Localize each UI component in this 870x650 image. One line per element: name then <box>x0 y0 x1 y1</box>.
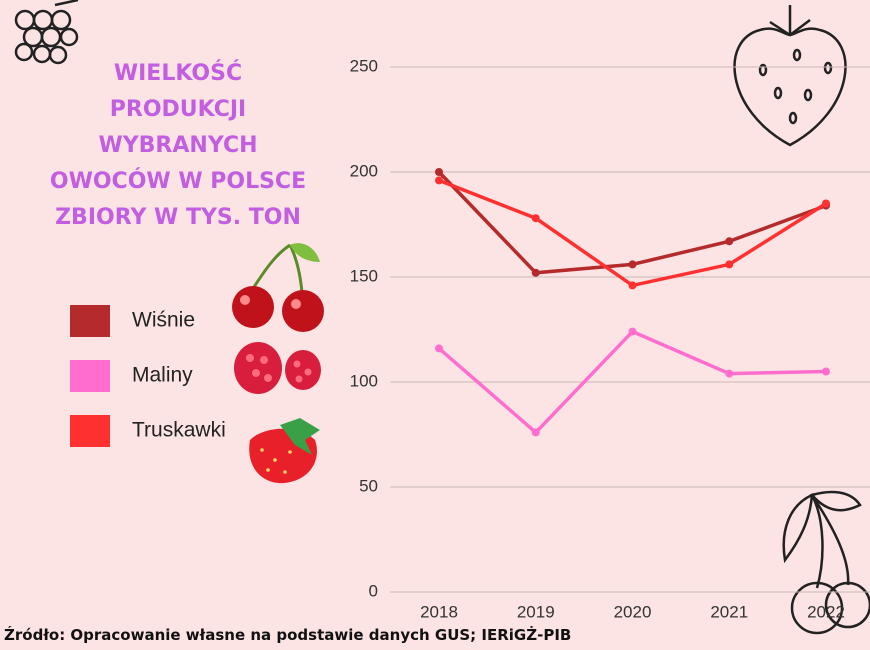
source-note: Źródło: Opracowanie własne na podstawie … <box>4 625 571 644</box>
x-tick-label: 2018 <box>420 602 458 621</box>
x-tick-label: 2021 <box>710 602 748 621</box>
data-point <box>628 327 637 336</box>
y-tick-label: 200 <box>350 161 378 180</box>
strawberry-doodle <box>733 5 847 147</box>
y-tick-label: 50 <box>359 476 378 495</box>
data-point <box>531 214 540 223</box>
cherries-icon <box>232 243 324 332</box>
strawberry-icon <box>249 418 320 484</box>
legend-label: Truskawki <box>132 419 226 442</box>
legend-label: Maliny <box>132 364 193 387</box>
legend-swatch <box>70 415 110 447</box>
data-point <box>822 367 830 376</box>
y-tick-label: 0 <box>369 581 378 600</box>
chart-title: PRODUKCJI <box>110 97 246 122</box>
chart-title: WIELKOŚĆ <box>114 60 242 86</box>
data-point <box>725 369 734 378</box>
raspberries-icon <box>234 342 321 394</box>
chart-title: WYBRANYCH <box>98 133 257 158</box>
data-point <box>628 281 637 290</box>
data-point <box>725 237 734 246</box>
data-point <box>435 176 443 185</box>
x-tick-label: 2020 <box>614 602 652 621</box>
data-point <box>531 428 540 437</box>
data-point <box>822 199 830 208</box>
data-point <box>725 260 734 269</box>
data-point <box>435 344 443 353</box>
y-tick-label: 250 <box>350 56 378 75</box>
legend-label: Wiśnie <box>132 309 195 332</box>
y-tick-label: 150 <box>350 266 378 285</box>
cherry-doodle <box>782 490 870 635</box>
x-tick-label: 2019 <box>517 602 555 621</box>
data-point <box>435 168 443 176</box>
y-tick-label: 100 <box>350 371 378 390</box>
x-tick-label: 2022 <box>807 602 845 621</box>
chart-title: OWOCÓW W POLSCE <box>50 168 306 194</box>
data-point <box>531 268 540 277</box>
chart-title: ZBIORY W TYS. TON <box>55 205 301 230</box>
blackberry-doodle <box>14 0 79 65</box>
legend-swatch <box>70 305 110 337</box>
data-point <box>628 260 637 269</box>
legend-swatch <box>70 360 110 392</box>
